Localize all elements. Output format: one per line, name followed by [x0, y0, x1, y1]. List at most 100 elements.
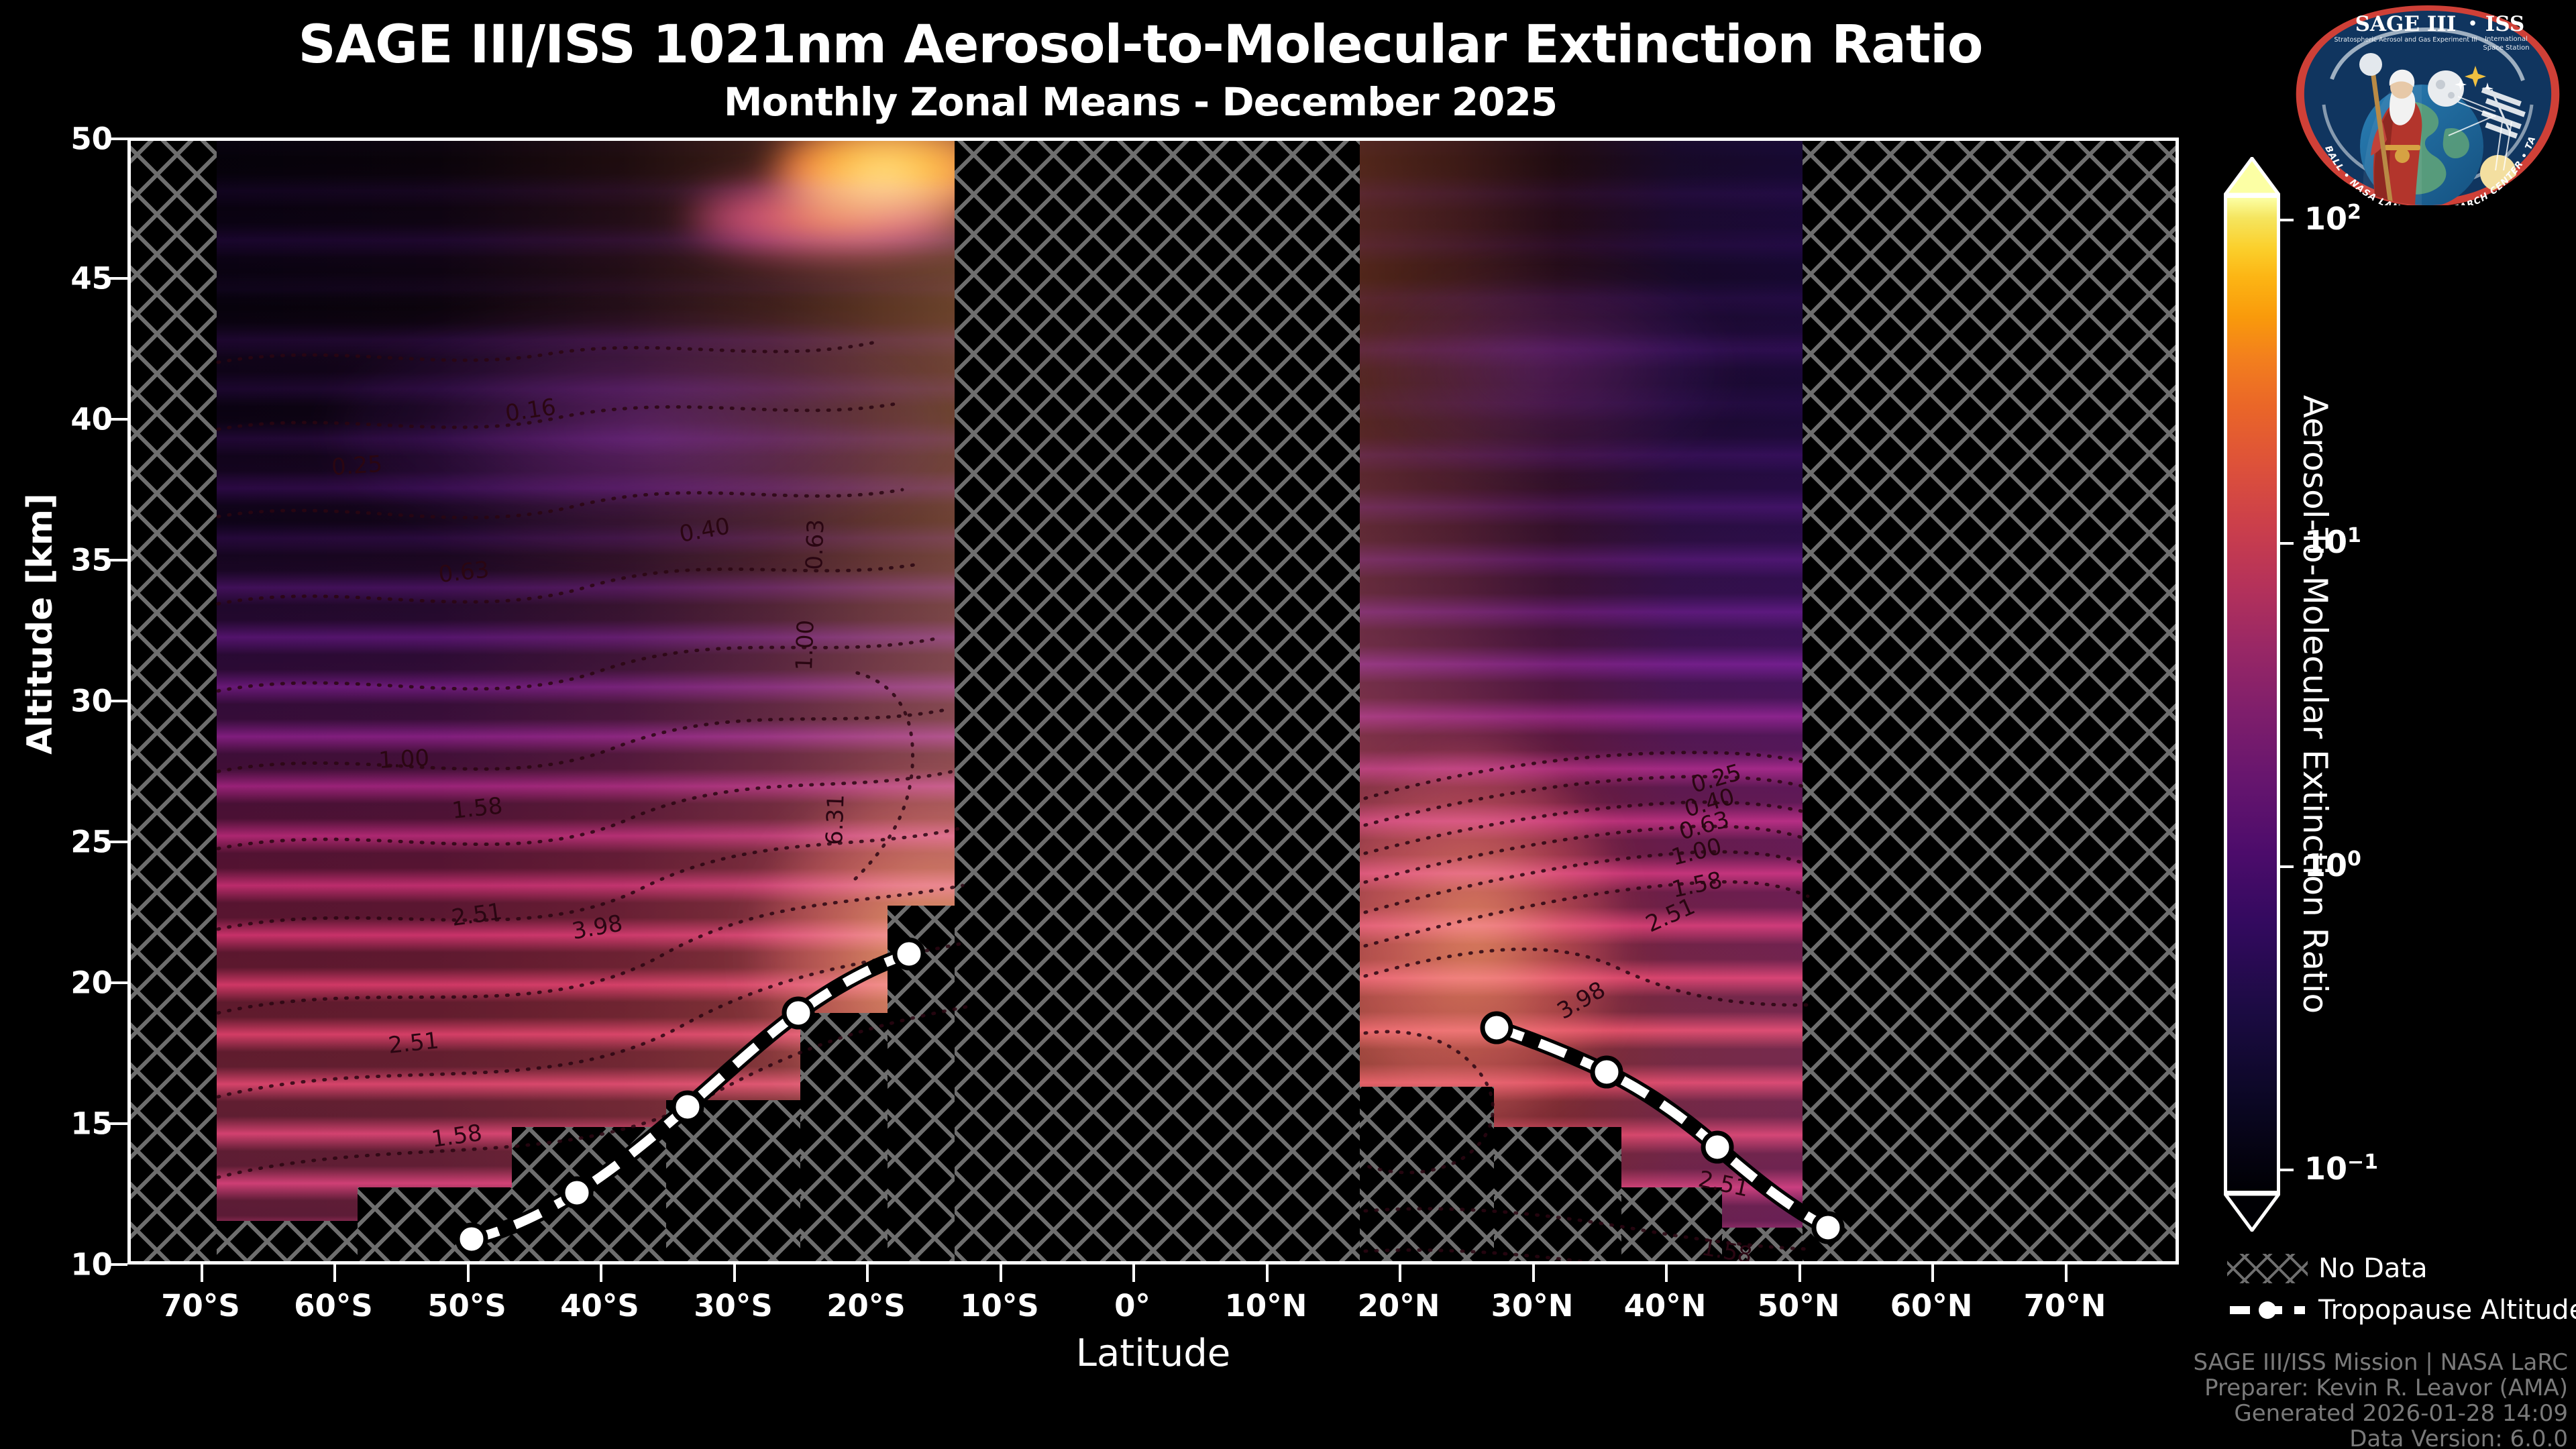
y-tick-mark — [109, 1122, 127, 1125]
x-tick-label: 60°N — [1890, 1288, 1973, 1324]
x-tick-mark — [1132, 1265, 1135, 1282]
x-tick-label: 30°N — [1491, 1288, 1574, 1324]
sage-staff — [2369, 65, 2394, 205]
y-tick-mark — [109, 1263, 127, 1266]
patch-title: SAGE III — [2355, 12, 2457, 36]
x-tick-mark — [1931, 1265, 1934, 1282]
patch-title-iss: ISS — [2485, 12, 2525, 36]
sh-mask-step-1 — [217, 1221, 358, 1261]
y-tick-label: 30 — [70, 683, 113, 719]
sh-mask-step-3 — [512, 1127, 666, 1261]
x-tick-label: 50°N — [1757, 1288, 1840, 1324]
occultation-lines — [2448, 96, 2512, 171]
sage-iii-iss-mission-patch: SAGE III • ISS Stratospheric Aerosol and… — [2290, 4, 2560, 205]
colorbar-tick-mark — [2280, 1169, 2294, 1171]
x-tick-mark — [600, 1265, 602, 1282]
x-tick-mark — [733, 1265, 736, 1282]
legend-label: No Data — [2318, 1253, 2428, 1284]
colorbar-tick-mark — [2280, 542, 2294, 545]
footer-line: Data Version: 6.0.0 — [2349, 1426, 2568, 1449]
patch-title-dot: • — [2467, 14, 2477, 34]
colorbar-tick-label: 10−1 — [2304, 1150, 2379, 1187]
colorbar-gradient — [2224, 195, 2280, 1194]
moon-icon — [2428, 70, 2464, 107]
patch-subtitle-right-1: International — [2485, 36, 2528, 43]
page-title: SAGE III/ISS 1021nm Aerosol-to-Molecular… — [298, 15, 1984, 75]
plot-area: 0.25 0.63 0.16 0.40 1.00 1.58 2.51 3.98 … — [127, 138, 2179, 1265]
colorbar-tick-mark — [2280, 219, 2294, 221]
sh-mask-step-4 — [666, 1100, 800, 1261]
colorbar-tick-label: 100 — [2304, 847, 2361, 884]
sh-mid-veil — [337, 309, 941, 550]
x-axis-title: Latitude — [1075, 1332, 1231, 1375]
page-subtitle: Monthly Zonal Means - December 2025 — [723, 79, 1558, 125]
x-tick-label: 30°S — [694, 1288, 773, 1324]
data-panel-southern — [217, 141, 955, 1261]
sage-medallion — [2395, 148, 2410, 163]
y-tick-label: 10 — [70, 1246, 113, 1283]
nh-mask-step-4 — [1722, 1228, 1803, 1261]
star-icon — [2455, 78, 2467, 91]
patch-subtitle-right-2: Space Station — [2483, 44, 2529, 52]
footer-line: Generated 2026-01-28 14:09 — [2234, 1400, 2568, 1427]
colorbar-min-extend-arrow — [2224, 1193, 2280, 1232]
x-tick-label: 10°S — [960, 1288, 1039, 1324]
colorbar-tick-mark — [2280, 865, 2294, 868]
x-tick-mark — [866, 1265, 869, 1282]
x-tick-mark — [1000, 1265, 1002, 1282]
footer-line: SAGE III/ISS Mission | NASA LaRC — [2193, 1349, 2568, 1376]
x-tick-mark — [467, 1265, 470, 1282]
star-icon — [2481, 83, 2493, 95]
y-tick-label: 35 — [70, 542, 113, 578]
sh-upper-hotspot-2 — [686, 181, 955, 255]
sage-belt — [2384, 145, 2420, 150]
x-tick-label: 40°N — [1623, 1288, 1707, 1324]
x-tick-mark — [1399, 1265, 1401, 1282]
x-tick-label: 60°S — [294, 1288, 373, 1324]
data-panel-northern — [1360, 141, 1803, 1261]
plot-inner: 0.25 0.63 0.16 0.40 1.00 1.58 2.51 3.98 … — [131, 141, 2176, 1261]
colorbar-tick-label: 102 — [2304, 200, 2361, 237]
y-tick-mark — [109, 418, 127, 421]
y-tick-mark — [109, 841, 127, 843]
moon-crater — [2448, 92, 2455, 99]
nh-mask-step-1 — [1360, 1087, 1494, 1261]
no-data-hatch-icon — [2227, 1254, 2308, 1283]
y-tick-label: 45 — [70, 260, 113, 297]
x-tick-mark — [201, 1265, 203, 1282]
staff-orb — [2359, 53, 2382, 76]
moon-crater — [2436, 80, 2445, 89]
y-tick-label: 20 — [70, 965, 113, 1001]
y-tick-mark — [109, 138, 127, 140]
x-tick-mark — [1799, 1265, 1801, 1282]
nh-mask-step-2 — [1494, 1127, 1621, 1261]
y-tick-label: 50 — [70, 121, 113, 157]
legend-item-no-data: No Data — [2227, 1248, 2576, 1289]
x-tick-label: 20°N — [1357, 1288, 1440, 1324]
x-tick-label: 40°S — [560, 1288, 639, 1324]
legend-label: Tropopause Altitude — [2318, 1295, 2576, 1326]
x-tick-mark — [1532, 1265, 1535, 1282]
x-tick-label: 70°N — [2023, 1288, 2106, 1324]
x-tick-label: 0° — [1114, 1288, 1150, 1324]
y-axis-title: Altitude [km] — [20, 493, 60, 755]
y-tick-mark — [109, 981, 127, 984]
x-tick-label: 70°S — [161, 1288, 240, 1324]
y-tick-mark — [109, 559, 127, 561]
colorbar: 102 101 100 10−1 — [2224, 157, 2378, 1232]
x-tick-mark — [2065, 1265, 2068, 1282]
y-tick-label: 15 — [70, 1106, 113, 1142]
footer-credits: SAGE III/ISS Mission | NASA LaRC Prepare… — [1763, 1350, 2568, 1449]
legend: No Data Tropopause Altitude — [2227, 1248, 2576, 1331]
nh-upper-veil — [1373, 262, 1722, 476]
x-tick-label: 50°S — [427, 1288, 506, 1324]
nh-mask-step-3 — [1621, 1187, 1722, 1261]
x-tick-mark — [1266, 1265, 1269, 1282]
sage-hair — [2389, 69, 2415, 87]
tropopause-line-icon — [2227, 1295, 2308, 1325]
colorbar-max-extend-arrow — [2224, 157, 2280, 196]
y-tick-label: 25 — [70, 824, 113, 860]
y-tick-label: 40 — [70, 401, 113, 437]
footer-line: Preparer: Kevin R. Leavor (AMA) — [2204, 1375, 2568, 1401]
